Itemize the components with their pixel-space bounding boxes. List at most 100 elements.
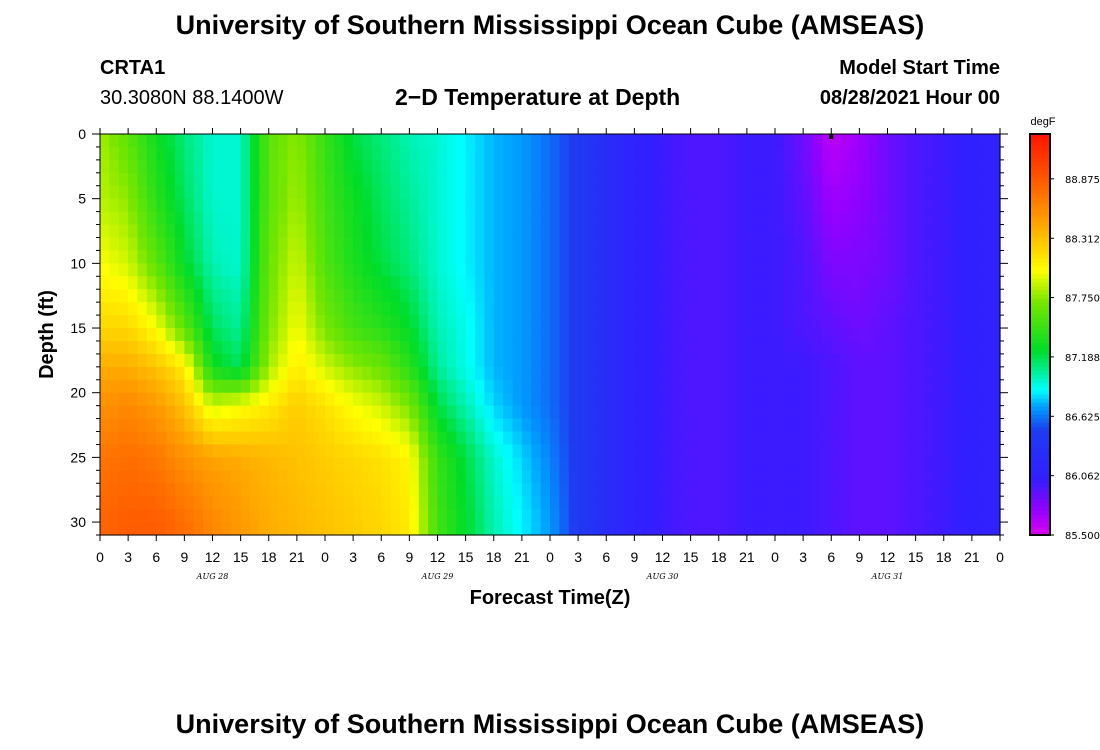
colorbar-band bbox=[1030, 462, 1050, 468]
heatmap-cell bbox=[390, 522, 401, 536]
heatmap-cell bbox=[878, 146, 889, 161]
heatmap-cell bbox=[278, 237, 289, 252]
heatmap-cell bbox=[184, 315, 195, 329]
heatmap-cell bbox=[793, 134, 804, 148]
heatmap-cell bbox=[850, 340, 860, 355]
heatmap-cell bbox=[353, 470, 364, 484]
heatmap-cell bbox=[625, 134, 635, 148]
heatmap-cell bbox=[550, 340, 560, 355]
heatmap-cell bbox=[568, 392, 579, 407]
heatmap-cell bbox=[634, 366, 645, 381]
heatmap-cell bbox=[390, 185, 401, 200]
heatmap-cell bbox=[634, 522, 645, 536]
heatmap-cell bbox=[671, 146, 682, 161]
heatmap-cell bbox=[137, 392, 148, 407]
heatmap-cell bbox=[306, 263, 317, 277]
heatmap-cell bbox=[287, 172, 298, 187]
heatmap-cell bbox=[109, 211, 120, 226]
heatmap-cell bbox=[606, 457, 617, 471]
heatmap-cell bbox=[596, 172, 607, 187]
heatmap-cell bbox=[887, 483, 898, 497]
heatmap-cell bbox=[981, 276, 992, 290]
heatmap-cell bbox=[568, 134, 579, 148]
heatmap-cell bbox=[690, 289, 701, 303]
heatmap-cell bbox=[325, 353, 335, 368]
heatmap-cell bbox=[662, 134, 673, 148]
heatmap-cell bbox=[184, 470, 195, 484]
heatmap-cell bbox=[390, 224, 401, 239]
heatmap-cell bbox=[175, 263, 185, 277]
heatmap-cell bbox=[165, 340, 176, 355]
heatmap-cell bbox=[587, 418, 598, 433]
heatmap-cell bbox=[728, 198, 739, 213]
heatmap-cell bbox=[709, 392, 720, 407]
heatmap-cell bbox=[709, 159, 720, 174]
heatmap-cell bbox=[896, 444, 907, 458]
colorbar-band bbox=[1030, 454, 1050, 460]
heatmap-cell bbox=[100, 444, 110, 458]
heatmap-cell bbox=[587, 185, 598, 200]
heatmap-cell bbox=[709, 496, 720, 510]
heatmap-cell bbox=[109, 250, 120, 264]
heatmap-cell bbox=[109, 509, 120, 523]
heatmap-cell bbox=[212, 263, 223, 277]
heatmap-cell bbox=[165, 315, 176, 329]
heatmap-cell bbox=[606, 315, 617, 329]
heatmap-cell bbox=[709, 444, 720, 458]
heatmap-cell bbox=[128, 315, 139, 329]
heatmap-cell bbox=[643, 379, 654, 394]
heatmap-cell bbox=[934, 159, 945, 174]
heatmap-cell bbox=[456, 470, 467, 484]
heatmap-cell bbox=[437, 146, 448, 161]
heatmap-cell bbox=[868, 302, 879, 316]
heatmap-cell bbox=[915, 224, 926, 239]
heatmap-cell bbox=[325, 198, 335, 213]
heatmap-cell bbox=[418, 250, 429, 264]
colorbar-band bbox=[1030, 378, 1050, 384]
heatmap-cell bbox=[353, 134, 364, 148]
heatmap-cell bbox=[840, 134, 851, 148]
heatmap-cell bbox=[193, 392, 204, 407]
heatmap-cell bbox=[634, 134, 645, 148]
heatmap-cell bbox=[934, 237, 945, 252]
heatmap-cell bbox=[868, 470, 879, 484]
heatmap-cell bbox=[437, 431, 448, 446]
heatmap-cell bbox=[550, 276, 560, 290]
heatmap-cell bbox=[765, 289, 776, 303]
heatmap-cell bbox=[118, 483, 129, 497]
heatmap-cell bbox=[934, 340, 945, 355]
heatmap-cell bbox=[146, 522, 157, 536]
heatmap-cell bbox=[662, 328, 673, 342]
heatmap-cell bbox=[812, 198, 823, 213]
heatmap-cell bbox=[531, 366, 542, 381]
heatmap-cell bbox=[118, 522, 129, 536]
heatmap-cell bbox=[456, 509, 467, 523]
colorbar-tick-label: 87.188 bbox=[1065, 353, 1100, 364]
heatmap-cell bbox=[475, 211, 485, 226]
heatmap-cell bbox=[521, 237, 532, 252]
heatmap-cell bbox=[559, 250, 570, 264]
heatmap-cell bbox=[831, 224, 842, 239]
heatmap-cell bbox=[803, 289, 814, 303]
x-tick-label: 15 bbox=[683, 549, 699, 565]
heatmap-cell bbox=[465, 237, 476, 252]
heatmap-cell bbox=[962, 340, 973, 355]
heatmap-cell bbox=[540, 159, 551, 174]
heatmap-cell bbox=[578, 392, 589, 407]
heatmap-cell bbox=[737, 457, 748, 471]
heatmap-cell bbox=[943, 159, 954, 174]
colorbar-unit: degF bbox=[1030, 116, 1055, 128]
heatmap-cell bbox=[868, 483, 879, 497]
heatmap-cell bbox=[362, 483, 373, 497]
heatmap-cell bbox=[812, 353, 823, 368]
heatmap-cell bbox=[146, 289, 157, 303]
heatmap-cell bbox=[521, 483, 532, 497]
heatmap-cell bbox=[868, 340, 879, 355]
heatmap-cell bbox=[971, 444, 982, 458]
heatmap-cell bbox=[503, 392, 514, 407]
heatmap-cell bbox=[278, 353, 289, 368]
heatmap-cell bbox=[484, 522, 495, 536]
heatmap-cell bbox=[718, 496, 729, 510]
heatmap-cell bbox=[821, 483, 832, 497]
